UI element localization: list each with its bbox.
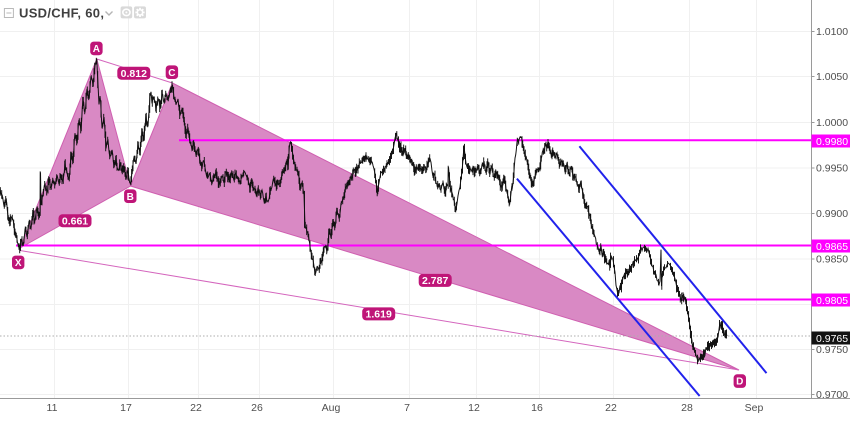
svg-text:7: 7: [404, 402, 410, 414]
svg-text:0.9950: 0.9950: [816, 162, 848, 174]
svg-text:0.9980: 0.9980: [816, 136, 848, 148]
svg-text:16: 16: [531, 402, 543, 414]
svg-text:0.9765: 0.9765: [816, 333, 848, 345]
svg-text:0.661: 0.661: [62, 216, 88, 228]
svg-text:0.812: 0.812: [121, 68, 147, 80]
svg-text:26: 26: [251, 402, 263, 414]
svg-text:Sep: Sep: [745, 402, 764, 414]
svg-text:0.9850: 0.9850: [816, 253, 848, 265]
svg-text:0.9750: 0.9750: [816, 344, 848, 356]
svg-text:0.9865: 0.9865: [816, 241, 848, 253]
svg-text:1.0050: 1.0050: [816, 71, 848, 83]
svg-text:1.0100: 1.0100: [816, 26, 848, 38]
svg-text:0.9900: 0.9900: [816, 208, 848, 220]
svg-text:2.787: 2.787: [422, 275, 448, 287]
svg-text:0.9805: 0.9805: [816, 295, 848, 307]
svg-text:C: C: [168, 68, 175, 79]
svg-text:D: D: [736, 377, 743, 388]
svg-text:1.0000: 1.0000: [816, 117, 848, 129]
svg-text:Aug: Aug: [322, 402, 341, 414]
svg-text:11: 11: [47, 402, 58, 414]
svg-text:1.619: 1.619: [366, 309, 392, 321]
svg-text:17: 17: [120, 402, 132, 414]
svg-text:USD/CHF, 60,: USD/CHF, 60,: [19, 6, 104, 21]
svg-text:22: 22: [190, 402, 202, 414]
svg-text:A: A: [93, 44, 100, 55]
svg-text:22: 22: [605, 402, 617, 414]
svg-text:0.9700: 0.9700: [816, 389, 848, 401]
svg-text:28: 28: [681, 402, 693, 414]
svg-text:12: 12: [468, 402, 480, 414]
svg-text:X: X: [15, 258, 22, 269]
svg-text:B: B: [127, 192, 134, 203]
